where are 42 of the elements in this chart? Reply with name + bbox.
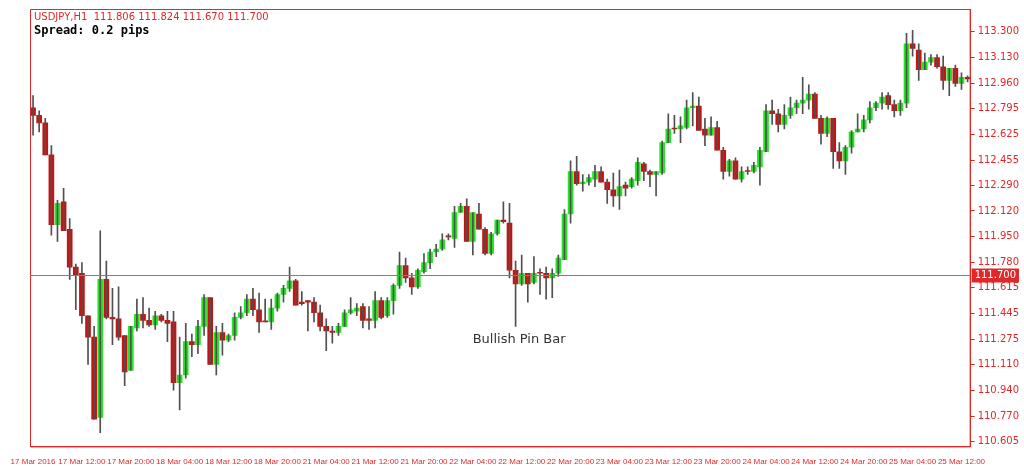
y-tick-label: 110.770 [977,409,1020,421]
candlestick [207,297,214,365]
annotation: Bullish Pin Bar [472,330,567,346]
y-tick-label: 110.940 [977,383,1020,395]
x-tick-label: 18 Mar 20:00 [253,457,302,467]
x-tick-label: 25 Mar 04:00 [889,457,937,467]
y-tick-label: 112.290 [977,178,1020,190]
x-tick-label: 22 Mar 04:00 [449,457,497,467]
y-tick-label: 111.445 [977,307,1020,319]
x-tick-label: 21 Mar 12:00 [351,457,400,467]
text: Spread: 0.2 pips [34,23,150,38]
x-tick-label: 24 Mar 12:00 [791,457,840,467]
x-tick-label: 23 Mar 04:00 [595,457,644,467]
y-tick-label: 111.275 [977,332,1020,344]
y-tick-label: 111.110 [977,357,1020,369]
x-tick-label: 17 Mar 2016 [10,457,57,467]
y-tick-label: 113.130 [977,51,1020,63]
x-tick-label: 22 Mar 20:00 [547,457,595,467]
x-tick-label: 21 Mar 20:00 [400,457,449,467]
x-tick-label: 22 Mar 12:00 [498,457,546,467]
x-tick-label: 18 Mar 12:00 [204,457,253,467]
x-tick-label: 23 Mar 20:00 [693,457,742,467]
y-tick-label: 112.120 [977,204,1020,216]
x-tick-label: 18 Mar 04:00 [156,457,204,467]
chart-title: USDJPY,H1 111.806 111.824 111.670 111.700 [34,10,269,22]
y-tick-label: 111.615 [977,281,1020,293]
ref-line-label: 111.700 [974,269,1017,281]
y-tick-label: 112.795 [977,102,1020,114]
x-tick-label: 17 Mar 20:00 [107,457,155,467]
x-tick-label: 17 Mar 12:00 [58,457,107,467]
x-tick-label: 21 Mar 04:00 [302,457,351,467]
y-tick-label: 111.950 [977,230,1020,242]
y-tick-label: 111.780 [977,256,1020,268]
x-tick-label: 24 Mar 04:00 [742,457,791,467]
y-tick-label: 110.605 [977,434,1020,446]
y-tick-label: 112.455 [977,153,1020,165]
x-tick-label: 23 Mar 12:00 [644,457,693,467]
y-tick-label: 112.960 [977,77,1020,89]
x-tick-label: 25 Mar 12:00 [937,457,986,467]
x-tick-label: 24 Mar 20:00 [840,457,888,467]
y-tick-label: 113.300 [977,25,1020,37]
y-tick-label: 112.625 [977,127,1020,139]
